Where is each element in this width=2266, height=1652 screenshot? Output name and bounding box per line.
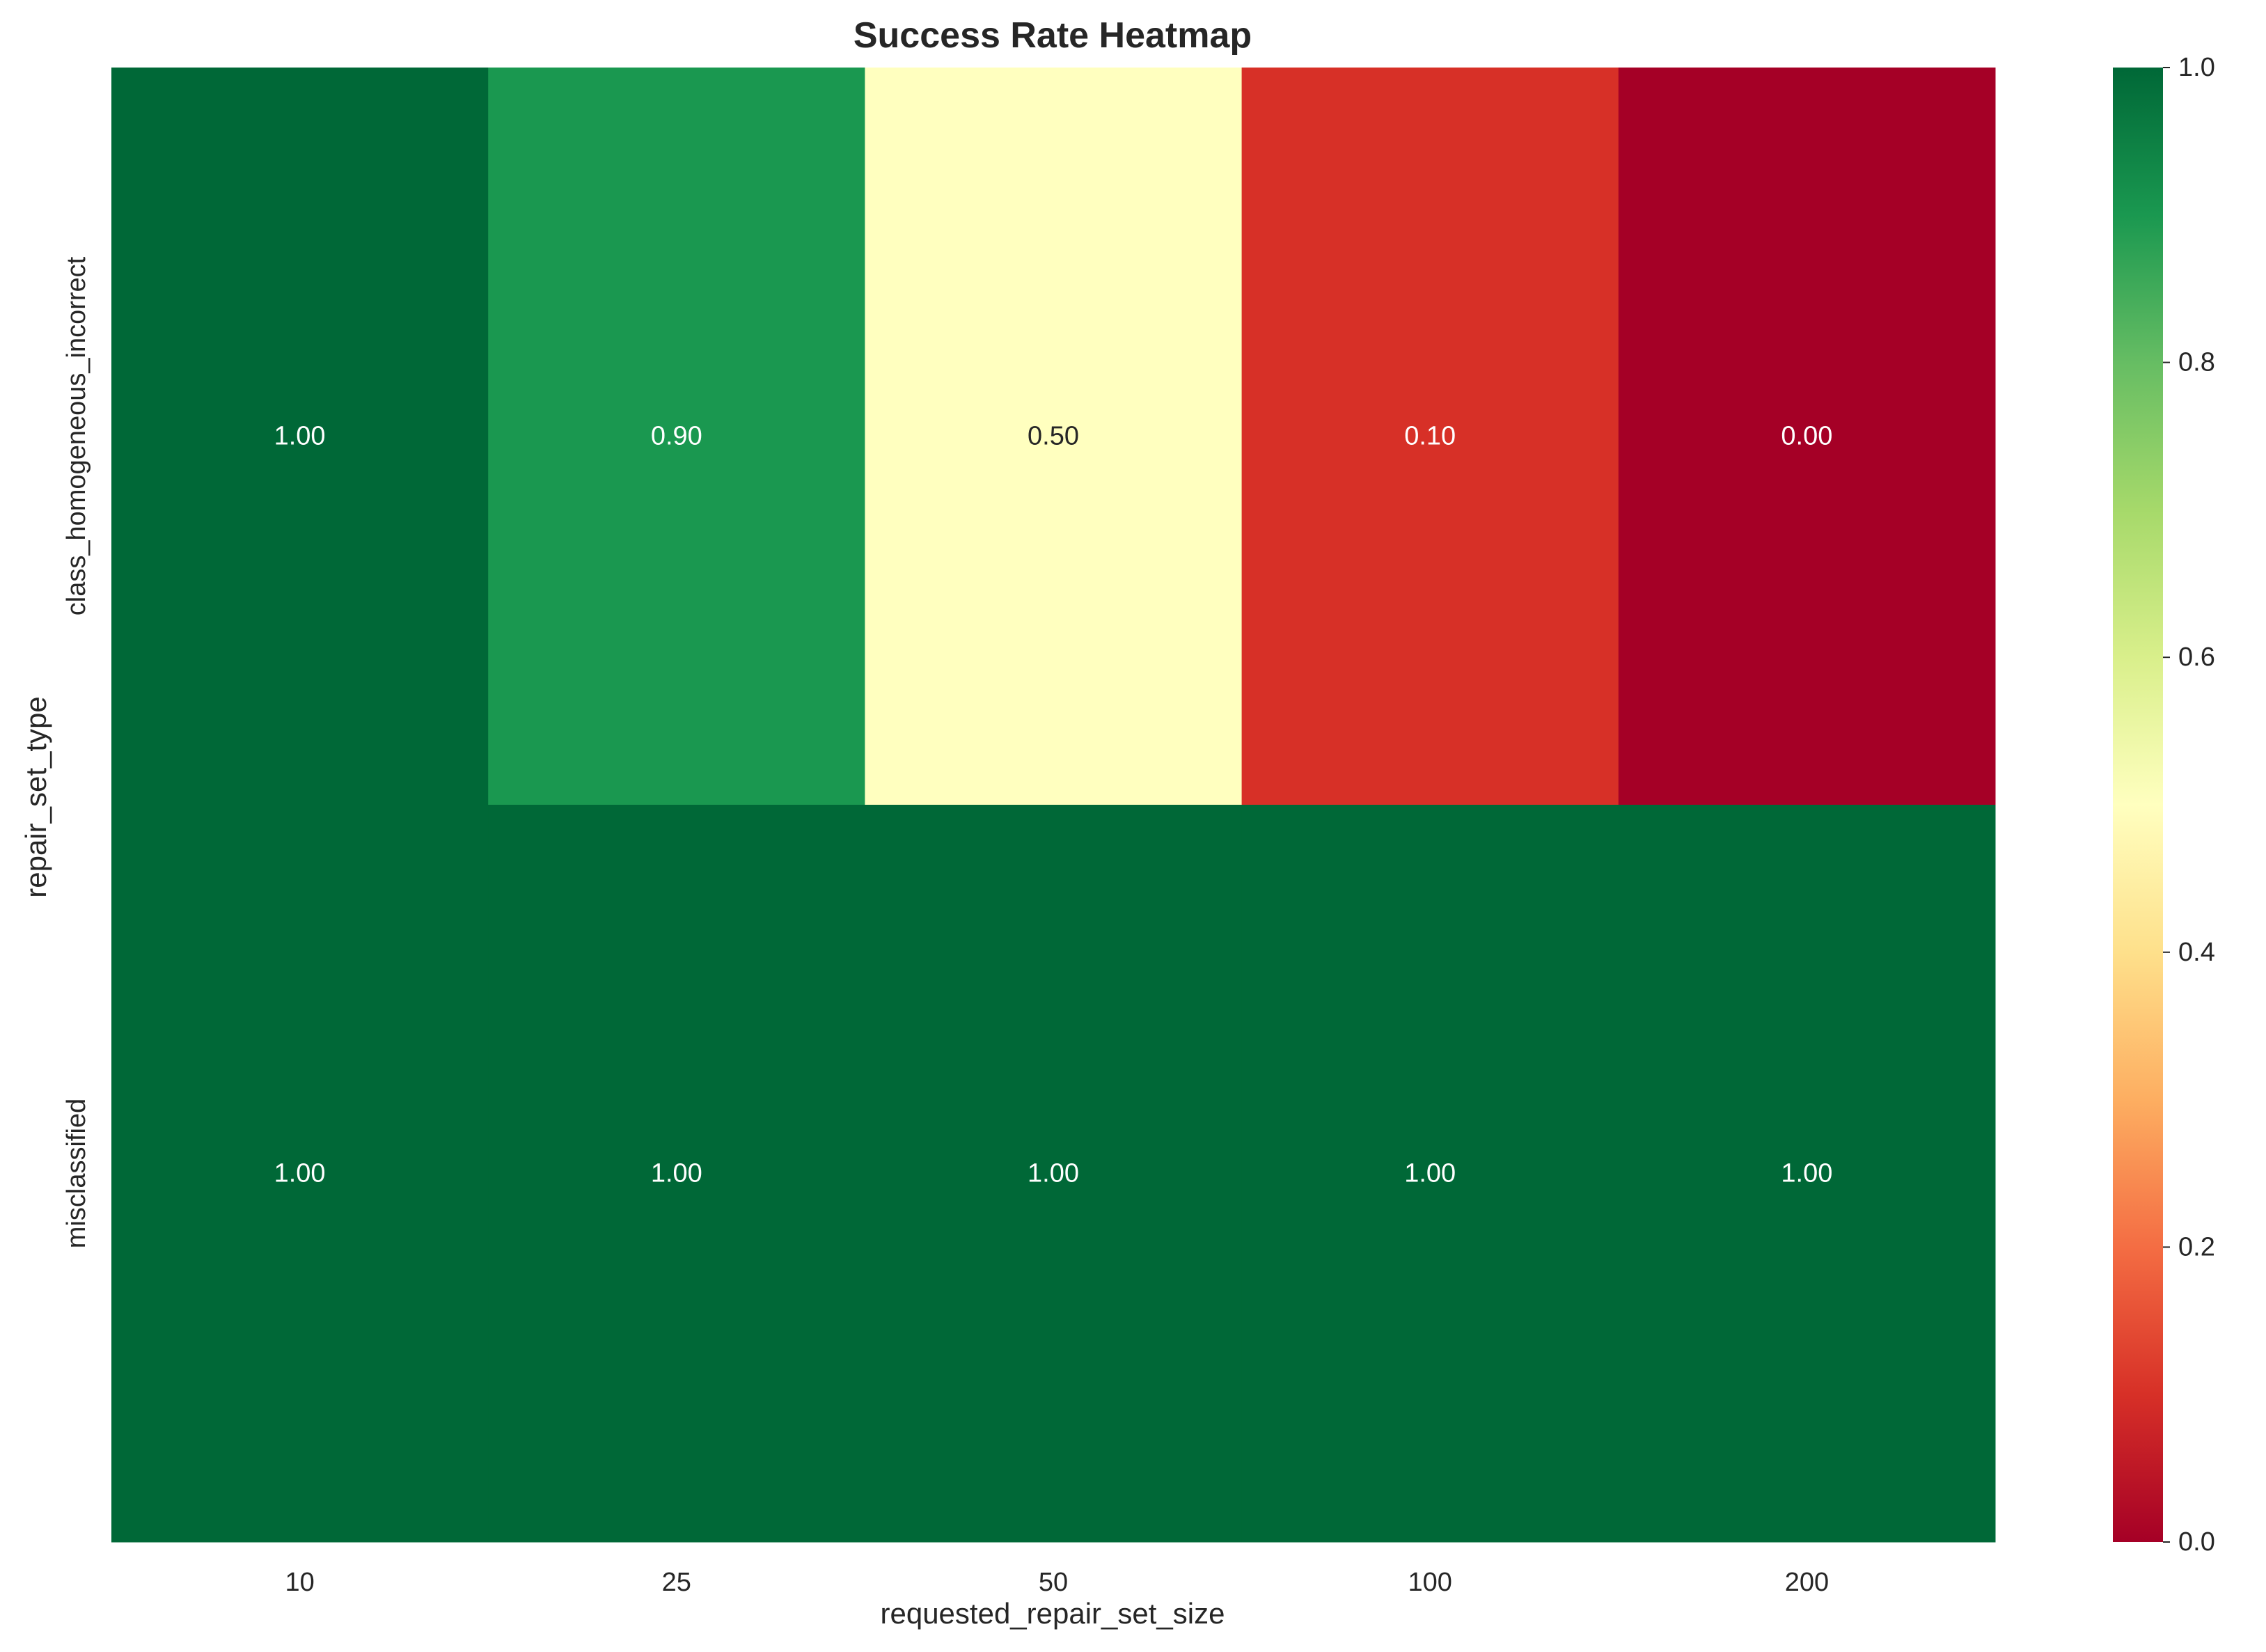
heatmap-cell-value-0-3: 0.10 (1404, 422, 1456, 451)
y-tick-label-0: class_homogeneous_incorrect (62, 256, 91, 615)
heatmap-cell-1-4 (1618, 805, 1996, 1543)
heatmap-cell-0-2 (865, 68, 1243, 805)
heatmap-cell-labels: 1.00 0.90 0.50 0.10 0.00 1.00 1.00 1.00 1.00 1.00 (274, 422, 1833, 1188)
heatmap-cell-1-1 (488, 805, 865, 1543)
x-tick-label-1: 25 (662, 1568, 691, 1597)
heatmap-cells (111, 68, 1996, 1543)
heatmap-cell-value-1-1: 1.00 (651, 1159, 702, 1188)
colorbar-tick-label-0: 0.0 (2178, 1527, 2215, 1557)
heatmap-cell-value-0-2: 0.50 (1028, 422, 1079, 451)
colorbar-tick-label-1: 0.2 (2178, 1232, 2215, 1261)
heatmap-cell-1-0 (111, 805, 489, 1543)
x-tick-label-4: 200 (1785, 1568, 1829, 1597)
colorbar-tick-label-2: 0.4 (2178, 938, 2215, 967)
heatmap-cell-0-1 (488, 68, 865, 805)
chart-title: Success Rate Heatmap (853, 15, 1252, 56)
heatmap-cell-value-1-2: 1.00 (1028, 1159, 1079, 1188)
heatmap-cell-value-0-1: 0.90 (651, 422, 702, 451)
x-tick-label-3: 100 (1408, 1568, 1451, 1597)
colorbar-tick-label-5: 1.0 (2178, 53, 2215, 82)
x-tick-labels: 10 25 50 100 200 (285, 1568, 1829, 1597)
heatmap-cell-value-0-4: 0.00 (1781, 422, 1832, 451)
heatmap-cell-1-2 (865, 805, 1243, 1543)
heatmap-cell-value-1-4: 1.00 (1781, 1159, 1832, 1188)
y-tick-label-1: misclassified (62, 1099, 91, 1248)
y-axis-label: repair_set_type (19, 696, 52, 898)
colorbar-tick-label-4: 0.8 (2178, 348, 2215, 377)
x-tick-label-2: 50 (1039, 1568, 1068, 1597)
colorbar-tick-labels: 0.0 0.2 0.4 0.6 0.8 1.0 (2163, 53, 2215, 1557)
heatmap-cell-value-0-0: 1.00 (274, 422, 326, 451)
heatmap-cell-value-1-0: 1.00 (274, 1159, 326, 1188)
colorbar (2113, 68, 2163, 1542)
y-tick-labels: class_homogeneous_incorrect misclassified (62, 256, 91, 1248)
heatmap-cell-0-0 (111, 68, 489, 805)
heatmap-cell-value-1-3: 1.00 (1404, 1159, 1456, 1188)
heatmap-cell-0-3 (1241, 68, 1619, 805)
heatmap-cell-0-4 (1618, 68, 1996, 805)
colorbar-tick-label-3: 0.6 (2178, 643, 2215, 672)
x-tick-label-0: 10 (285, 1568, 314, 1597)
heatmap-cell-1-3 (1241, 805, 1619, 1543)
x-axis-label: requested_repair_set_size (881, 1597, 1225, 1630)
